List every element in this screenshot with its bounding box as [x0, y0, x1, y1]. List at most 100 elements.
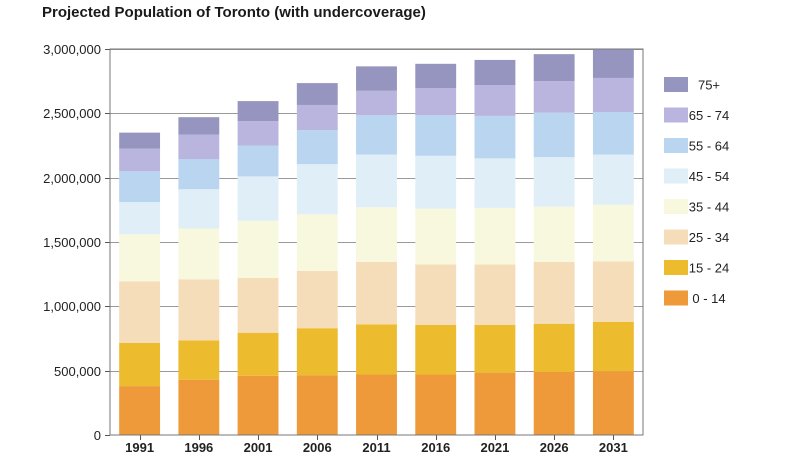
bar-segment: [237, 101, 279, 122]
bar-segment: [533, 261, 575, 324]
bar-segment: [474, 264, 516, 325]
bar-segment: [119, 386, 161, 435]
bar-segment: [178, 189, 220, 229]
x-tick-label: 2016: [421, 440, 450, 455]
legend-label: 45 - 54: [689, 169, 729, 184]
bar-segment: [533, 112, 575, 158]
bar-segment: [592, 154, 634, 205]
bar-segment: [178, 159, 220, 190]
bar-segment: [237, 176, 279, 221]
bar-stack-2021: [474, 59, 516, 435]
bar-segment: [533, 81, 575, 113]
x-tick-label: 2031: [599, 440, 628, 455]
bar-segment: [415, 374, 457, 435]
bar-segment: [356, 66, 397, 91]
legend-label: 25 - 34: [689, 230, 729, 245]
bar-segment: [474, 85, 516, 116]
bar-segment: [119, 234, 161, 282]
bar-segment: [237, 121, 279, 146]
bar-segment: [533, 323, 575, 372]
bar-segment: [237, 375, 279, 435]
bars: [119, 49, 634, 435]
bar-segment: [296, 375, 338, 435]
bar-segment: [178, 340, 220, 380]
bar-stack-2016: [415, 63, 457, 435]
legend-swatch: [664, 290, 688, 306]
bar-segment: [592, 77, 634, 113]
bar-segment: [356, 324, 397, 375]
bar-segment: [178, 228, 220, 280]
bar-segment: [474, 158, 516, 208]
bar-segment: [356, 115, 397, 155]
legend-label: 0 - 14: [692, 291, 725, 306]
bar-segment: [474, 59, 516, 86]
bar-stack-2011: [356, 66, 397, 435]
bar-segment: [415, 63, 457, 89]
x-tick-label: 1996: [184, 440, 213, 455]
bar-segment: [533, 54, 575, 82]
legend-label: 55 - 64: [689, 139, 729, 154]
legend-swatch: [664, 199, 688, 214]
legend-label: 35 - 44: [689, 200, 729, 215]
bar-segment: [178, 279, 220, 341]
x-tick-label: 1991: [125, 440, 154, 455]
bar-segment: [415, 324, 457, 375]
legend-item: 55 - 64: [664, 138, 729, 154]
x-tick-label: 2026: [540, 440, 569, 455]
bar-stack-1996: [178, 117, 220, 435]
bar-segment: [119, 202, 161, 235]
legend-item: 15 - 24: [664, 260, 729, 276]
legend-swatch: [664, 168, 688, 184]
legend-swatch: [664, 77, 688, 92]
bar-segment: [474, 207, 516, 265]
bar-stack-2001: [237, 101, 279, 435]
bar-segment: [356, 374, 397, 435]
bar-segment: [237, 332, 279, 376]
bar-segment: [296, 328, 338, 376]
legend-swatch: [664, 138, 688, 153]
legend-item: 35 - 44: [664, 199, 729, 215]
bar-segment: [296, 104, 338, 131]
bar-segment: [592, 371, 634, 435]
bar-segment: [415, 88, 457, 116]
x-tick-label: 2021: [480, 440, 509, 455]
bar-segment: [296, 214, 338, 271]
chart-title: Projected Population of Toronto (with un…: [42, 4, 426, 21]
bar-segment: [356, 207, 397, 262]
y-tick-label: 3,000,000: [43, 42, 101, 57]
y-tick-label: 2,000,000: [43, 171, 101, 186]
y-tick-label: 500,000: [54, 364, 101, 379]
bar-segment: [178, 134, 220, 160]
legend-label: 15 - 24: [689, 261, 729, 276]
bar-segment: [592, 204, 634, 262]
bar-segment: [178, 117, 220, 135]
axes: 0 500,000 1,000,000 1,500,000 2,000,000 2,500…: [43, 42, 644, 455]
bar-segment: [415, 264, 457, 325]
legend-swatch: [664, 107, 688, 123]
bar-segment: [592, 49, 634, 78]
y-tick-label: 2,500,000: [43, 106, 101, 121]
bar-segment: [119, 171, 161, 203]
legend-swatch: [664, 229, 688, 245]
legend-label: 65 - 74: [689, 108, 729, 123]
bar-segment: [356, 90, 397, 116]
bar-stack-1991: [119, 132, 161, 435]
bar-segment: [592, 321, 634, 372]
bar-segment: [356, 261, 397, 325]
bar-segment: [474, 115, 516, 159]
bar-segment: [237, 145, 279, 177]
x-tick-label: 2006: [303, 440, 332, 455]
bar-segment: [474, 324, 516, 373]
bar-segment: [296, 270, 338, 329]
bar-segment: [415, 115, 457, 156]
plot-border: [109, 48, 644, 436]
y-tick-label: 0: [94, 428, 101, 443]
bar-segment: [237, 278, 279, 333]
bar-segment: [533, 157, 575, 207]
legend-item: 45 - 54: [664, 168, 729, 184]
bar-segment: [533, 371, 575, 435]
bar-segment: [592, 261, 634, 322]
bar-segment: [415, 155, 457, 209]
bar-segment: [296, 130, 338, 165]
